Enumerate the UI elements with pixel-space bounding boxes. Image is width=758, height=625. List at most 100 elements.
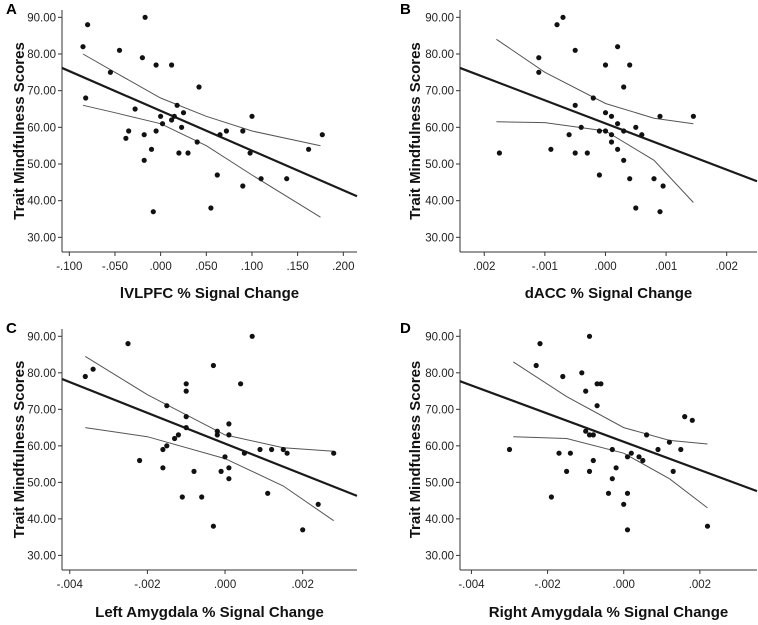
x-tick-label: -.002 (134, 579, 160, 591)
data-point (639, 132, 645, 138)
data-point (586, 432, 593, 438)
x-tick-label: .000 (594, 261, 616, 273)
data-point (657, 113, 663, 119)
y-tick-label: 60.00 (27, 441, 56, 453)
data-point (80, 44, 86, 50)
data-point (223, 128, 229, 134)
data-point (602, 110, 609, 116)
data-point (164, 403, 170, 409)
data-point (284, 176, 290, 182)
data-point (269, 446, 275, 453)
data-point (180, 110, 187, 116)
data-point (160, 465, 166, 471)
data-point (172, 435, 178, 442)
data-point (247, 150, 253, 156)
x-axis-title: dACC % Signal Change (525, 285, 693, 302)
ci-upper-line (496, 38, 694, 125)
x-tick-label: .002 (291, 579, 313, 591)
panel-letter: B (400, 1, 411, 18)
data-point (537, 341, 543, 347)
data-point (280, 446, 286, 453)
x-axis-title: lVLPFC % Signal Change (120, 285, 299, 302)
data-point (564, 468, 570, 474)
y-tick-label: 50.00 (425, 477, 454, 489)
data-point (584, 150, 590, 156)
data-point (174, 102, 180, 108)
data-point (208, 205, 214, 211)
data-point (139, 55, 145, 61)
x-tick-label: -.050 (102, 261, 128, 273)
data-point (185, 150, 191, 156)
data-point (560, 373, 566, 380)
data-point (214, 432, 220, 438)
x-tick-label: .001 (655, 261, 677, 273)
data-point (183, 425, 189, 431)
data-point (126, 128, 132, 134)
data-point (608, 132, 615, 138)
data-point (217, 132, 223, 138)
data-point (594, 403, 600, 409)
data-point (226, 476, 232, 482)
data-point (179, 124, 185, 130)
data-point (572, 102, 578, 108)
data-point (590, 95, 596, 101)
data-point (183, 414, 189, 420)
data-point (624, 527, 631, 533)
data-point (226, 432, 232, 438)
y-tick-label: 30.00 (425, 550, 454, 562)
data-point (179, 494, 185, 500)
data-point (176, 150, 182, 156)
data-point (651, 176, 657, 182)
data-point (284, 450, 290, 456)
data-point (85, 22, 91, 28)
data-point (624, 454, 631, 460)
data-point (628, 450, 634, 456)
data-point (150, 209, 156, 215)
data-point (90, 366, 96, 372)
data-point (164, 443, 170, 449)
x-tick-label: .150 (286, 261, 308, 273)
data-point (578, 124, 584, 130)
x-tick-label: .002 (715, 261, 737, 273)
ci-upper-line (85, 355, 334, 452)
data-point (194, 139, 200, 145)
data-point (596, 128, 603, 134)
data-point (153, 128, 159, 134)
data-point (579, 370, 585, 376)
data-point (583, 388, 589, 394)
x-tick-label: .002 (473, 261, 495, 273)
y-tick-label: 80.00 (425, 49, 454, 61)
data-point (83, 95, 89, 101)
panel-letter: C (6, 320, 17, 337)
data-point (319, 132, 325, 138)
data-point (633, 205, 639, 211)
y-tick-label: 90.00 (425, 331, 454, 343)
data-point (265, 490, 271, 496)
data-point (608, 139, 615, 145)
data-point (249, 113, 255, 119)
data-point (196, 84, 202, 90)
y-tick-label: 30.00 (27, 232, 56, 244)
y-axis-title: Trait Mindfulness Scores (407, 42, 424, 220)
y-tick-label: 70.00 (27, 404, 56, 416)
y-tick-label: 50.00 (425, 159, 454, 171)
data-point (533, 362, 539, 369)
data-point (218, 468, 224, 474)
data-point (159, 121, 166, 127)
data-point (609, 446, 615, 453)
y-axis-title: Trait Mindfulness Scores (11, 361, 28, 539)
data-point (640, 457, 646, 464)
data-point (567, 450, 574, 456)
data-point (644, 432, 650, 438)
ci-lower-line (513, 436, 708, 509)
data-point (657, 209, 663, 215)
data-point (536, 69, 542, 75)
data-point (300, 527, 306, 533)
x-tick-label: .200 (332, 261, 354, 273)
data-point (496, 150, 502, 156)
y-tick-label: 80.00 (27, 368, 56, 380)
data-point (125, 341, 131, 347)
data-point (249, 333, 255, 339)
data-point (678, 446, 684, 453)
